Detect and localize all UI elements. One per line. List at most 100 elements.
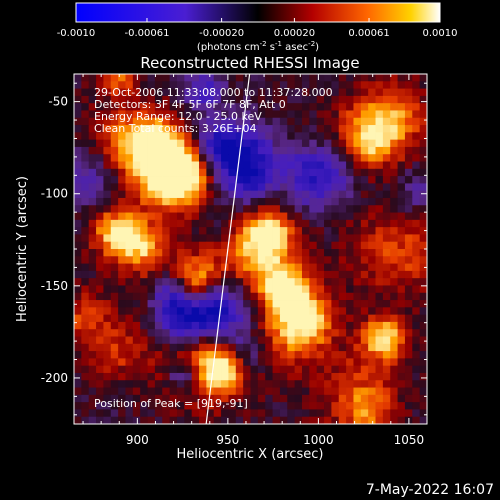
heatmap-cell <box>265 365 273 374</box>
heatmap-cell <box>228 402 237 410</box>
heatmap-cell <box>382 351 391 359</box>
heatmap-cell <box>375 263 384 272</box>
heatmap-cell <box>140 132 148 141</box>
heatmap-cell <box>250 351 259 359</box>
heatmap-cell <box>375 380 384 388</box>
heatmap-cell <box>412 387 421 396</box>
heatmap-cell <box>110 168 119 177</box>
heatmap-cell <box>213 219 222 228</box>
heatmap-cell <box>309 409 318 418</box>
heatmap-cell <box>74 212 82 221</box>
heatmap-cell <box>324 132 332 141</box>
heatmap-cell <box>309 358 318 367</box>
heatmap-cell <box>140 409 148 418</box>
heatmap-cell <box>88 125 97 133</box>
heatmap-cell <box>338 241 347 250</box>
heatmap-cell <box>221 365 229 374</box>
heatmap-cell <box>368 343 376 352</box>
heatmap-cell <box>169 336 178 345</box>
heatmap-cell <box>96 307 104 316</box>
heatmap-cell <box>279 314 288 323</box>
heatmap-cell <box>382 168 391 177</box>
heatmap-cell <box>118 278 126 286</box>
heatmap-cell <box>301 387 310 396</box>
heatmap-cell <box>279 103 288 111</box>
heatmap-cell <box>206 241 215 250</box>
heatmap-cell <box>125 139 134 148</box>
heatmap-cell <box>169 197 178 206</box>
heatmap-cell <box>118 409 126 418</box>
heatmap-cell <box>81 234 90 243</box>
heatmap-cell <box>287 321 296 330</box>
heatmap-cell <box>250 394 259 403</box>
heatmap-cell <box>360 190 369 199</box>
heatmap-cell <box>221 241 229 250</box>
heatmap-cell <box>81 416 90 424</box>
heatmap-cell <box>397 402 406 410</box>
heatmap-cell <box>154 285 163 294</box>
heatmap-cell <box>279 416 288 424</box>
heatmap-cell <box>125 161 134 170</box>
heatmap-cell <box>243 270 251 279</box>
heatmap-cell <box>176 146 185 155</box>
annotation-clean-counts: Clean Total counts: 3.26E+04 <box>94 122 257 135</box>
heatmap-cell <box>96 409 104 418</box>
heatmap-cell <box>184 110 193 119</box>
heatmap-cell <box>228 263 237 272</box>
heatmap-cell <box>191 402 200 410</box>
heatmap-cell <box>287 154 296 162</box>
heatmap-cell <box>353 88 362 97</box>
heatmap-cell <box>88 74 97 82</box>
heatmap-cell <box>301 146 310 155</box>
heatmap-cell <box>199 380 207 388</box>
heatmap-cell <box>250 365 259 374</box>
heatmap-cell <box>140 154 148 162</box>
heatmap-cell <box>397 161 406 170</box>
heatmap-cell <box>338 416 347 424</box>
heatmap-cell <box>81 394 90 403</box>
heatmap-cell <box>74 321 82 330</box>
heatmap-cell <box>176 409 185 418</box>
heatmap-cell <box>287 139 296 148</box>
heatmap-cell <box>272 314 281 323</box>
heatmap-cell <box>397 358 406 367</box>
heatmap-cell <box>221 387 229 396</box>
heatmap-cell <box>279 372 288 381</box>
heatmap-cell <box>96 300 104 308</box>
heatmap-cell <box>221 132 229 141</box>
heatmap-cell <box>169 300 178 308</box>
heatmap-cell <box>221 372 229 381</box>
heatmap-cell <box>221 95 229 104</box>
heatmap-cell <box>118 358 126 367</box>
heatmap-cell <box>235 263 244 272</box>
heatmap-cell <box>96 372 104 381</box>
heatmap-cell <box>191 394 200 403</box>
heatmap-cell <box>375 205 384 213</box>
heatmap-cell <box>250 416 259 424</box>
heatmap-cell <box>272 249 281 257</box>
heatmap-cell <box>338 161 347 170</box>
heatmap-cell <box>221 402 229 410</box>
heatmap-cell <box>74 132 82 141</box>
heatmap-cell <box>301 103 310 111</box>
heatmap-cell <box>74 146 82 155</box>
heatmap-cell <box>221 336 229 345</box>
heatmap-cell <box>368 125 376 133</box>
heatmap-cell <box>243 183 251 192</box>
heatmap-cell <box>81 81 90 89</box>
heatmap-cell <box>324 103 332 111</box>
heatmap-cell <box>309 270 318 279</box>
heatmap-cell <box>221 88 229 97</box>
heatmap-cell <box>154 161 163 170</box>
heatmap-cell <box>103 351 112 359</box>
heatmap-cell <box>316 351 325 359</box>
heatmap-cell <box>88 219 97 228</box>
heatmap-cell <box>250 168 259 177</box>
heatmap-cell <box>419 95 427 104</box>
heatmap-cell <box>287 183 296 192</box>
heatmap-cell <box>176 190 185 199</box>
heatmap-cell <box>169 329 178 337</box>
heatmap-cell <box>132 314 141 323</box>
heatmap-cell <box>353 285 362 294</box>
heatmap-cell <box>243 227 251 235</box>
